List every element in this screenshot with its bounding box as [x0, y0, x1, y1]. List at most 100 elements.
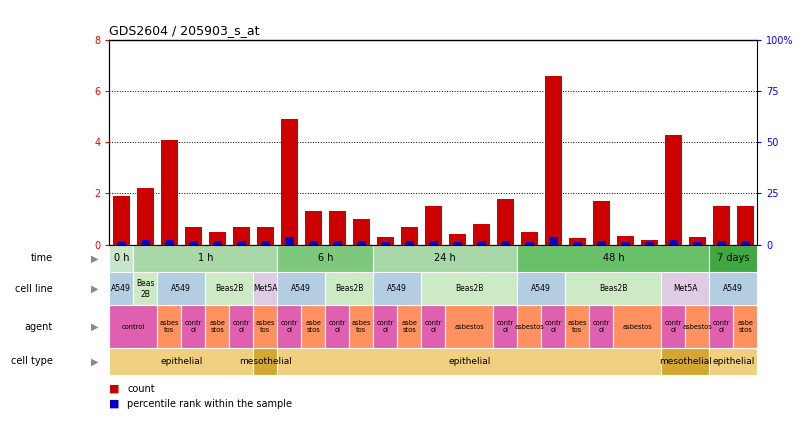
Bar	[309, 241, 318, 245]
Bar	[326, 272, 373, 305]
Text: contr
ol: contr ol	[665, 320, 682, 333]
Text: count: count	[127, 384, 155, 393]
Bar	[373, 272, 421, 305]
Text: mesothelial: mesothelial	[659, 357, 712, 366]
Text: Beas2B: Beas2B	[455, 284, 484, 293]
Bar	[141, 239, 150, 245]
Bar	[237, 241, 245, 245]
Bar	[181, 305, 206, 348]
Bar	[190, 241, 198, 245]
Bar	[405, 241, 414, 245]
Bar	[233, 227, 249, 245]
Text: 1 h: 1 h	[198, 254, 213, 263]
Text: contr
ol: contr ol	[713, 320, 730, 333]
Text: Beas2B: Beas2B	[335, 284, 364, 293]
Text: A549: A549	[112, 284, 131, 293]
Bar	[453, 242, 462, 245]
Bar	[421, 305, 446, 348]
Bar	[569, 238, 586, 245]
Bar	[661, 348, 710, 375]
Bar	[301, 305, 326, 348]
Bar	[229, 305, 254, 348]
Bar	[549, 237, 557, 245]
Text: cell type: cell type	[11, 357, 53, 366]
Text: contr
ol: contr ol	[497, 320, 514, 333]
Bar	[425, 206, 441, 245]
Text: epithelial: epithelial	[448, 357, 491, 366]
Bar	[565, 272, 661, 305]
Text: contr
ol: contr ol	[232, 320, 250, 333]
Bar	[326, 305, 349, 348]
Bar	[545, 76, 562, 245]
Text: Met5A: Met5A	[253, 284, 278, 293]
Text: Beas
2B: Beas 2B	[136, 279, 155, 298]
Bar	[377, 237, 394, 245]
Text: epithelial: epithelial	[160, 357, 202, 366]
Bar	[277, 272, 326, 305]
Bar	[285, 237, 293, 245]
Bar	[645, 242, 654, 245]
Bar	[157, 272, 206, 305]
Bar	[429, 241, 437, 245]
Bar	[737, 206, 754, 245]
Bar	[109, 348, 254, 375]
Text: contr
ol: contr ol	[544, 320, 562, 333]
Bar	[661, 305, 685, 348]
Text: 24 h: 24 h	[434, 254, 456, 263]
Bar	[446, 305, 493, 348]
Bar	[597, 241, 606, 245]
Bar	[281, 119, 298, 245]
Bar	[565, 305, 590, 348]
Bar	[525, 242, 534, 245]
Text: asbes
tos: asbes tos	[256, 320, 275, 333]
Text: time: time	[31, 254, 53, 263]
Bar	[613, 305, 661, 348]
Bar	[573, 242, 582, 245]
Text: contr
ol: contr ol	[377, 320, 394, 333]
Bar	[165, 239, 173, 245]
Text: Beas2B: Beas2B	[599, 284, 628, 293]
Bar	[329, 211, 346, 245]
Bar	[590, 305, 613, 348]
Bar	[665, 135, 682, 245]
Text: A549: A549	[172, 284, 191, 293]
Text: A549: A549	[387, 284, 407, 293]
Bar	[710, 245, 757, 272]
Text: Beas2B: Beas2B	[215, 284, 244, 293]
Text: contr
ol: contr ol	[329, 320, 346, 333]
Bar	[213, 241, 222, 245]
Bar	[661, 272, 710, 305]
Bar	[710, 272, 757, 305]
Bar	[449, 234, 466, 245]
Bar	[689, 237, 706, 245]
Bar	[113, 196, 130, 245]
Text: GDS2604 / 205903_s_at: GDS2604 / 205903_s_at	[109, 24, 260, 37]
Text: asbes
tos: asbes tos	[352, 320, 371, 333]
Text: percentile rank within the sample: percentile rank within the sample	[127, 399, 292, 409]
Text: asbe
stos: asbe stos	[737, 320, 753, 333]
Text: A549: A549	[531, 284, 552, 293]
Text: asbes
tos: asbes tos	[568, 320, 587, 333]
Text: control: control	[122, 324, 145, 329]
Bar	[518, 245, 710, 272]
Bar	[401, 227, 418, 245]
Text: asbe
stos: asbe stos	[401, 320, 417, 333]
Text: ▶: ▶	[91, 284, 99, 294]
Bar	[161, 140, 177, 245]
Text: A549: A549	[292, 284, 311, 293]
Bar	[685, 305, 710, 348]
Text: asbestos: asbestos	[454, 324, 484, 329]
Bar	[621, 242, 629, 245]
Bar	[261, 241, 270, 245]
Bar	[617, 236, 633, 245]
Bar	[693, 242, 701, 245]
Bar	[117, 241, 126, 245]
Bar	[493, 305, 518, 348]
Bar	[541, 305, 565, 348]
Bar	[254, 272, 277, 305]
Text: ▶: ▶	[91, 254, 99, 263]
Bar	[373, 305, 398, 348]
Bar	[497, 198, 514, 245]
Bar	[477, 241, 485, 245]
Bar	[501, 241, 509, 245]
